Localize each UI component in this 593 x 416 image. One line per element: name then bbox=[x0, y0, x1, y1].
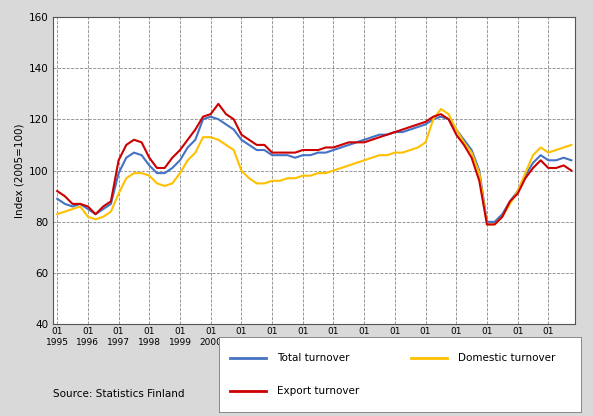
Domestic turnover bbox=[537, 145, 544, 150]
Export turnover bbox=[522, 176, 529, 181]
Export turnover bbox=[53, 188, 60, 193]
Total turnover bbox=[430, 117, 437, 122]
Domestic turnover bbox=[530, 153, 537, 158]
Total turnover bbox=[530, 160, 537, 165]
Text: Source: Statistics Finland: Source: Statistics Finland bbox=[53, 389, 185, 399]
Total turnover bbox=[53, 196, 60, 201]
Text: Total turnover: Total turnover bbox=[278, 353, 350, 363]
Text: Domestic turnover: Domestic turnover bbox=[458, 353, 556, 363]
Export turnover bbox=[430, 114, 437, 119]
Export turnover bbox=[468, 155, 475, 160]
Text: Export turnover: Export turnover bbox=[278, 386, 359, 396]
Domestic turnover bbox=[568, 142, 575, 147]
Export turnover bbox=[568, 168, 575, 173]
Domestic turnover bbox=[422, 140, 429, 145]
Total turnover bbox=[522, 173, 529, 178]
Domestic turnover bbox=[438, 106, 445, 111]
Line: Total turnover: Total turnover bbox=[57, 116, 572, 222]
Total turnover bbox=[468, 148, 475, 153]
Export turnover bbox=[537, 158, 544, 163]
Total turnover bbox=[568, 158, 575, 163]
Total turnover bbox=[537, 153, 544, 158]
Domestic turnover bbox=[522, 171, 529, 176]
Line: Export turnover: Export turnover bbox=[57, 104, 572, 224]
Export turnover bbox=[407, 124, 414, 129]
Total turnover bbox=[207, 114, 214, 119]
Domestic turnover bbox=[399, 150, 406, 155]
Total turnover bbox=[407, 127, 414, 132]
Export turnover bbox=[215, 102, 222, 106]
Domestic turnover bbox=[483, 222, 490, 227]
Domestic turnover bbox=[468, 150, 475, 155]
Y-axis label: Index (2005=100): Index (2005=100) bbox=[15, 123, 24, 218]
Export turnover bbox=[530, 166, 537, 171]
Line: Domestic turnover: Domestic turnover bbox=[57, 109, 572, 224]
Export turnover bbox=[483, 222, 490, 227]
Total turnover bbox=[483, 219, 490, 224]
Domestic turnover bbox=[53, 212, 60, 217]
